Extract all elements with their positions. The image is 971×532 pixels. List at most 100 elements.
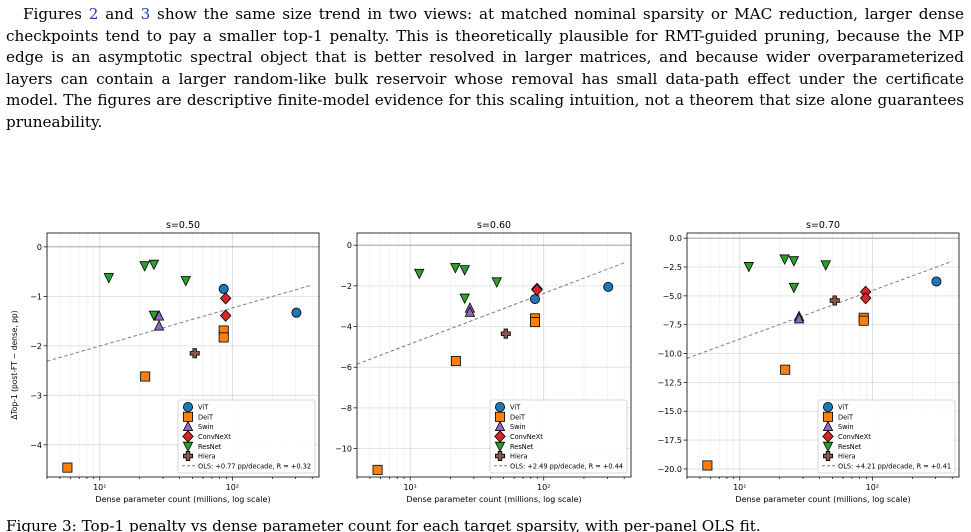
legend-marker-vit (182, 401, 193, 412)
y-tick-label: 0.0 (669, 234, 682, 243)
plot-frame (356, 232, 632, 478)
legend-label-ols: OLS: +2.49 pp/decade, R = +0.44 (510, 462, 623, 470)
legend-label-resnet: ResNet (838, 443, 862, 451)
y-tick-label: −7.5 (663, 321, 682, 330)
series-hiera (500, 328, 511, 339)
series-vit (218, 283, 302, 318)
data-point-vit (529, 294, 540, 305)
series-resnet (414, 263, 503, 305)
chart-panel-1: 0 −1 −2 −3 −4 10¹ 10² s=0.50 Dense parameter cou… (10, 220, 320, 504)
series-deit (702, 312, 869, 471)
y-tick-label: 0 (347, 241, 352, 250)
data-point-deit (702, 460, 713, 471)
data-point-resnet (779, 254, 790, 266)
x-axis-label: Dense parameter count (millions, log sca… (735, 495, 910, 504)
legend-box (177, 399, 316, 474)
data-point-resnet (491, 277, 503, 288)
chart-panel-3: 0.0 −2.5 −5.0 −7.5 −10.0 −12.5 −15.0 −17.5 −20.0… (657, 220, 960, 504)
data-point-hiera (189, 348, 200, 359)
legend-label-deit: DeiT (198, 413, 214, 421)
legend-label-deit: DeiT (510, 413, 526, 421)
data-point-swin (793, 312, 805, 324)
legend-label-swin: Swin (838, 423, 854, 431)
data-point-resnet (459, 265, 470, 276)
ols-fit-line (686, 260, 953, 359)
legend-label-swin: Swin (198, 423, 214, 431)
data-point-deit (780, 364, 791, 375)
panel-title: s=0.50 (166, 220, 200, 231)
series-convnext (859, 285, 872, 305)
data-point-vit (603, 281, 614, 292)
figure-caption: Figure 3: Top-1 penalty vs dense paramet… (6, 517, 761, 532)
data-point-resnet (103, 273, 115, 284)
data-point-resnet (148, 259, 160, 271)
y-tick-label: −10 (335, 445, 352, 454)
legend-label-vit: ViT (198, 404, 209, 412)
data-point-deit (858, 315, 869, 326)
legend-label-ols: OLS: +4.21 pp/decade, R = +0.41 (838, 462, 951, 470)
data-point-convnext (859, 291, 872, 305)
legend-marker-vit (823, 401, 834, 412)
series-swin (153, 310, 165, 331)
legend-marker-deit (182, 411, 193, 422)
legend-box (817, 399, 956, 474)
x-tick-label: 10¹ (93, 483, 106, 492)
y-tick-label: −17.5 (657, 436, 682, 445)
data-point-deit (450, 356, 461, 367)
legend-label-hiera: Hiera (198, 453, 216, 461)
ols-fit-line (46, 284, 313, 362)
legend-marker-hiera (182, 450, 194, 462)
data-point-vit (291, 307, 302, 318)
series-vit (529, 281, 614, 305)
plot-frame (46, 232, 320, 478)
y-tick-label: −15.0 (657, 407, 682, 416)
y-tick-label: −5.0 (663, 292, 682, 301)
data-point-resnet (148, 310, 160, 322)
data-point-vit (931, 276, 942, 287)
figure-ref-2[interactable]: 2 (88, 5, 99, 23)
y-tick-label: −20.0 (657, 465, 682, 474)
legend-label-vit: ViT (838, 404, 849, 412)
data-point-resnet (414, 268, 425, 280)
paragraph-text-and: and (98, 5, 141, 23)
series-resnet (103, 259, 191, 322)
series-deit (372, 313, 540, 475)
series-hiera (829, 295, 840, 306)
data-point-deit (140, 371, 151, 382)
legend-marker-deit (494, 411, 505, 422)
y-axis-label: ΔTop-1 (post-FT − dense, pp) (10, 310, 19, 419)
x-tick-label: 10¹ (403, 483, 416, 492)
y-tick-label: −2.5 (663, 263, 682, 272)
body-paragraph: Figures 2 and 3 show the same size trend… (6, 4, 964, 134)
legend-box (489, 399, 628, 474)
series-resnet (743, 254, 831, 294)
series-convnext (531, 282, 543, 297)
data-point-resnet (459, 293, 470, 305)
data-point-swin (153, 319, 165, 331)
legend-label-vit: ViT (510, 404, 521, 412)
x-tick-label: 10¹ (733, 483, 746, 492)
legend-marker-hiera (494, 450, 506, 462)
data-point-deit (218, 332, 229, 343)
legend-label-resnet: ResNet (510, 443, 534, 451)
paragraph-text-start: Figures (23, 5, 89, 23)
data-point-deit (372, 464, 383, 475)
data-point-resnet (788, 282, 800, 294)
data-point-resnet (743, 262, 755, 273)
data-point-convnext (531, 283, 543, 297)
x-axis-label: Dense parameter count (millions, log sca… (406, 495, 581, 504)
data-point-vit (218, 283, 229, 294)
y-tick-label: 0 (37, 243, 42, 252)
panel-title: s=0.60 (477, 220, 511, 231)
y-tick-label: −2 (340, 282, 352, 291)
legend-marker-resnet (494, 441, 506, 453)
y-tick-label: −8 (340, 404, 352, 413)
panel-title: s=0.70 (806, 220, 840, 231)
data-point-hiera (500, 328, 511, 339)
data-point-convnext (219, 292, 232, 305)
figure-ref-3[interactable]: 3 (140, 5, 151, 23)
data-point-resnet (139, 261, 150, 272)
